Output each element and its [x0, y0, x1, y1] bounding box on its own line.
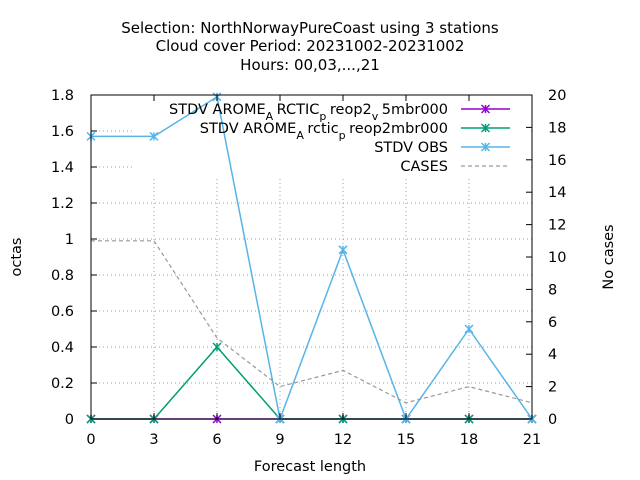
- y-tick-label: 1: [65, 232, 74, 248]
- y2-tick-label: 20: [548, 88, 566, 104]
- y-tick-label: 1.6: [51, 124, 74, 140]
- y-tick-label: 0.4: [51, 340, 74, 356]
- y-tick-label: 0.2: [51, 376, 74, 392]
- y2-tick-label: 6: [548, 315, 557, 331]
- legend-box: [132, 97, 530, 177]
- y2-tick-label: 0: [548, 412, 557, 428]
- y2-tick-label: 10: [548, 250, 566, 266]
- x-tick-label: 9: [275, 432, 284, 448]
- x-tick-label: 15: [397, 432, 415, 448]
- y2-axis-label: No cases: [601, 224, 617, 289]
- data-point: [149, 131, 159, 141]
- x-tick-label: 12: [334, 432, 352, 448]
- y2-tick-label: 8: [548, 282, 557, 298]
- series-3: [86, 92, 537, 424]
- legend-label: STDV AROMEA RCTICp reop2v 5mbr000: [169, 102, 448, 123]
- y-tick-label: 1.4: [51, 160, 74, 176]
- x-tick-label: 0: [86, 432, 95, 448]
- y2-tick-label: 4: [548, 347, 557, 363]
- y-tick-label: 0: [65, 412, 74, 428]
- legend-entry-2: STDV AROMEA rcticp reop2mbr000: [200, 121, 510, 142]
- y2-tick-label: 16: [548, 153, 566, 169]
- chart-title-line-3: Hours: 00,03,...,21: [240, 56, 380, 74]
- legend-label: CASES: [400, 159, 448, 175]
- chart-title-line-1: Selection: NorthNorwayPureCoast using 3 …: [121, 19, 499, 37]
- x-tick-label: 3: [149, 432, 158, 448]
- data-point: [338, 245, 348, 255]
- x-tick-label: 6: [212, 432, 221, 448]
- y-tick-label: 0.6: [51, 304, 74, 320]
- data-point: [464, 324, 474, 334]
- y2-tick-label: 14: [548, 185, 566, 201]
- axis-ticks: 0 3 6 9 12 15 18 2100.20.40.60.811.21.41.61.802…: [51, 88, 567, 448]
- legend-label: STDV OBS: [374, 140, 448, 156]
- legend-entry-3: STDV OBS: [374, 140, 510, 156]
- series-lines: [86, 92, 537, 424]
- y-tick-label: 1.2: [51, 196, 74, 212]
- chart-title-line-2: Cloud cover Period: 20231002-20231002: [156, 37, 465, 55]
- legend-label: STDV AROMEA rcticp reop2mbr000: [200, 121, 448, 142]
- y-tick-label: 1.8: [51, 88, 74, 104]
- series-line: [91, 240, 533, 404]
- y-tick-label: 0.8: [51, 268, 74, 284]
- y2-tick-label: 12: [548, 218, 566, 234]
- x-tick-label: 21: [523, 432, 541, 448]
- legend-entry-1: STDV AROMEA RCTICp reop2v 5mbr000: [169, 102, 510, 123]
- series-4: [91, 240, 533, 404]
- x-axis-label: Forecast length: [254, 459, 366, 475]
- data-point: [212, 342, 222, 352]
- legend-background: [132, 97, 530, 177]
- x-tick-label: 18: [460, 432, 478, 448]
- y2-tick-label: 2: [548, 380, 557, 396]
- y2-tick-label: 18: [548, 120, 566, 136]
- series-line: [91, 95, 533, 422]
- legend-entry-4: CASES: [400, 159, 510, 175]
- y-axis-label: octas: [9, 238, 25, 277]
